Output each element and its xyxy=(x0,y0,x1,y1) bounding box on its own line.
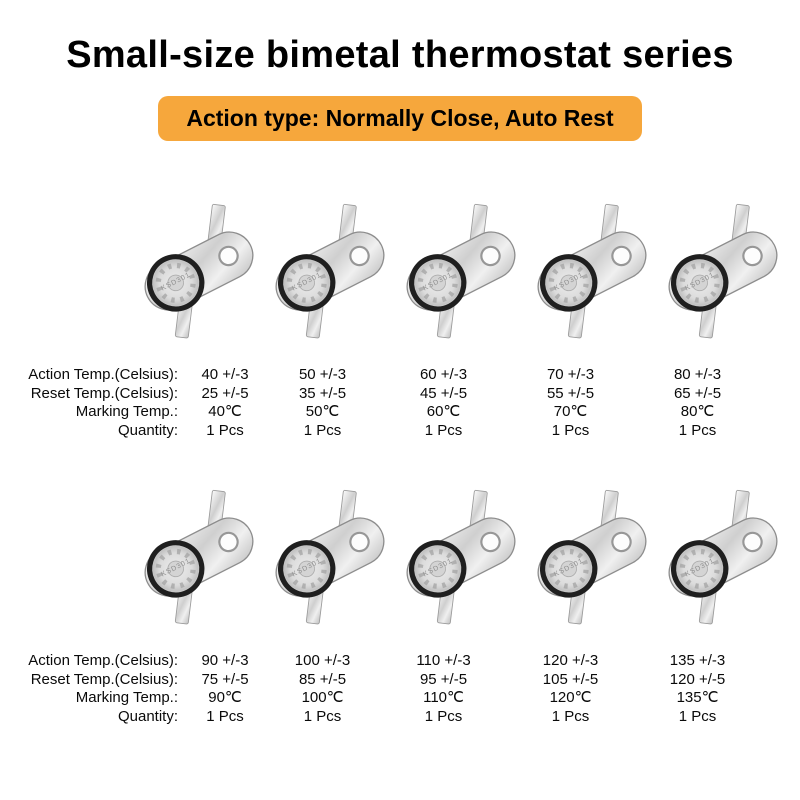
page-title: Small-size bimetal thermostat series xyxy=(66,34,734,76)
spec-value: 60℃ xyxy=(426,403,461,420)
spec-value: 1 Pcs xyxy=(206,707,244,725)
spec-value: 1 Pcs xyxy=(206,421,244,439)
thermostat-photo: KSD301 xyxy=(400,182,522,360)
thermostat-illustration xyxy=(662,182,784,360)
spec-value: 95 +/-5 xyxy=(419,670,468,688)
spec-value: 40 +/-3 xyxy=(201,366,249,383)
spec-value: 1 Pcs xyxy=(551,707,590,725)
spec-value: 120℃ xyxy=(549,689,592,706)
spec-value: 1 Pcs xyxy=(424,421,463,439)
thermostat-photo: KSD301 xyxy=(138,182,260,360)
spec-label-marking: Marking Temp.: xyxy=(75,403,178,420)
spec-value: 55 +/-5 xyxy=(546,384,595,402)
spec-value: 100 +/-3 xyxy=(294,652,351,669)
thermostat-illustration xyxy=(662,468,784,646)
spec-value: 110℃ xyxy=(423,689,464,706)
product-group-1: KSD301 KSD301 KSD301 KSD301 KSD301 Actio… xyxy=(0,182,800,440)
thermostat-illustration xyxy=(269,182,391,360)
spec-value: 90℃ xyxy=(208,689,242,706)
spec-label-reset: Reset Temp.(Celsius): xyxy=(30,384,178,402)
spec-value: 60 +/-3 xyxy=(419,366,468,383)
thermostat-photo: KSD301 xyxy=(662,468,784,646)
thermostat-photo: KSD301 xyxy=(138,468,260,646)
spec-label-quantity: Quantity: xyxy=(117,421,178,439)
spec-value: 80℃ xyxy=(680,403,715,420)
spec-value: 50 +/-3 xyxy=(298,366,347,383)
spec-value: 75 +/-5 xyxy=(201,670,249,688)
thermostat-illustration xyxy=(531,182,653,360)
spec-value: 70 +/-3 xyxy=(546,366,595,383)
spec-value: 120 +/-5 xyxy=(669,670,726,688)
spec-value: 45 +/-5 xyxy=(419,384,468,402)
spec-value: 1 Pcs xyxy=(424,707,463,725)
spec-table-2: Action Temp.(Celsius): 90 +/-3 100 +/-3 … xyxy=(0,652,800,726)
product-group-2: KSD301 KSD301 KSD301 KSD301 KSD301 Actio… xyxy=(0,468,800,726)
thermostat-photo: KSD301 xyxy=(531,182,653,360)
spec-value: 50℃ xyxy=(305,403,340,420)
spec-value: 1 Pcs xyxy=(303,707,342,725)
spec-value: 105 +/-5 xyxy=(542,670,599,688)
thermostat-row-2: KSD301 KSD301 KSD301 KSD301 KSD301 xyxy=(138,468,784,646)
thermostat-photo: KSD301 xyxy=(531,468,653,646)
thermostat-illustration xyxy=(269,468,391,646)
thermostat-photo: KSD301 xyxy=(400,468,522,646)
spec-value: 65 +/-5 xyxy=(673,384,722,402)
thermostat-illustration xyxy=(138,468,260,646)
spec-value: 100℃ xyxy=(301,689,344,706)
thermostat-photo: KSD301 xyxy=(269,468,391,646)
thermostat-illustration xyxy=(400,182,522,360)
thermostat-illustration xyxy=(400,468,522,646)
banner-row: Action type: Normally Close, Auto Rest xyxy=(0,96,800,141)
spec-value: 35 +/-5 xyxy=(298,384,347,402)
spec-value: 90 +/-3 xyxy=(201,652,249,669)
thermostat-photo: KSD301 xyxy=(662,182,784,360)
thermostat-illustration xyxy=(531,468,653,646)
spec-value: 40℃ xyxy=(208,403,242,420)
spec-value: 1 Pcs xyxy=(678,707,717,725)
action-type-banner: Action type: Normally Close, Auto Rest xyxy=(158,96,642,141)
thermostat-row-1: KSD301 KSD301 KSD301 KSD301 KSD301 xyxy=(138,182,784,360)
spec-label-quantity: Quantity: xyxy=(117,707,178,725)
spec-value: 1 Pcs xyxy=(678,421,717,439)
spec-label-reset: Reset Temp.(Celsius): xyxy=(30,670,178,688)
spec-value: 110 +/-3 xyxy=(416,652,471,669)
spec-label-action: Action Temp.(Celsius): xyxy=(28,366,178,383)
spec-value: 1 Pcs xyxy=(551,421,590,439)
thermostat-illustration xyxy=(138,182,260,360)
spec-value: 25 +/-5 xyxy=(201,384,249,402)
spec-label-marking: Marking Temp.: xyxy=(75,689,178,706)
spec-value: 135℃ xyxy=(676,689,719,706)
spec-value: 85 +/-5 xyxy=(298,670,347,688)
spec-value: 1 Pcs xyxy=(303,421,342,439)
spec-value: 135 +/-3 xyxy=(669,652,726,669)
spec-label-action: Action Temp.(Celsius): xyxy=(28,652,178,669)
spec-value: 70℃ xyxy=(553,403,588,420)
thermostat-photo: KSD301 xyxy=(269,182,391,360)
spec-value: 80 +/-3 xyxy=(673,366,722,383)
spec-value: 120 +/-3 xyxy=(542,652,599,669)
spec-table-1: Action Temp.(Celsius): 40 +/-3 50 +/-3 6… xyxy=(0,366,800,440)
